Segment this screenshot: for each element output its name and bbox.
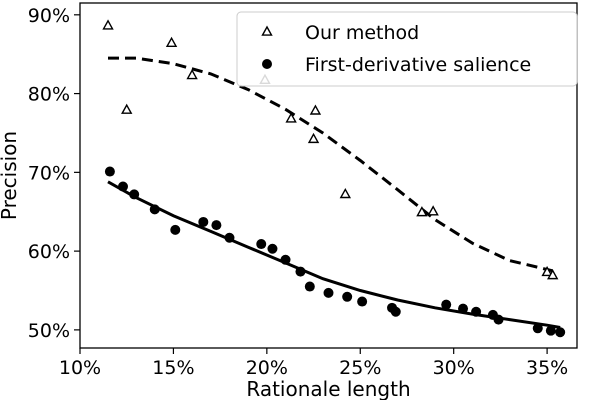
data-point-first-derivative [280, 254, 291, 265]
data-point-our-method [121, 103, 133, 114]
data-point-our-method [285, 112, 297, 123]
data-point-our-method [165, 36, 178, 47]
data-point-our-method [339, 187, 352, 199]
plot-area [102, 19, 566, 338]
x-tick-label: 35% [526, 357, 568, 379]
data-point-first-derivative [304, 281, 315, 292]
x-tick-label: 15% [152, 357, 194, 379]
data-point-first-derivative [545, 325, 556, 336]
data-point-our-method [102, 19, 114, 30]
data-point-our-method [307, 132, 320, 144]
data-point-first-derivative [493, 314, 504, 325]
data-point-our-method [416, 206, 428, 217]
data-point-first-derivative [104, 166, 115, 177]
data-point-first-derivative [149, 204, 160, 215]
axes: 10% 15% 20% 25% 30% 35% 50% 60% 70% 80% 90% [28, 2, 578, 379]
legend-marker-first-derivative [262, 59, 272, 69]
data-point-first-derivative [555, 327, 566, 338]
data-point-first-derivative [267, 243, 278, 254]
data-point-first-derivative [532, 323, 543, 334]
data-point-first-derivative [471, 306, 482, 317]
data-point-first-derivative [342, 291, 353, 302]
data-point-first-derivative [224, 232, 235, 243]
data-point-first-derivative [129, 189, 140, 200]
data-point-first-derivative [357, 296, 368, 307]
data-point-our-method [541, 265, 553, 277]
data-point-first-derivative [323, 287, 334, 298]
data-point-our-method [186, 69, 198, 80]
y-tick-label: 70% [28, 162, 70, 184]
y-tick-label: 60% [28, 241, 70, 263]
x-tick-label: 20% [246, 357, 288, 379]
data-point-first-derivative [170, 224, 181, 235]
data-point-first-derivative [211, 220, 222, 231]
trend-line-first-derivative [107, 180, 561, 329]
data-point-our-method [547, 269, 559, 280]
x-tick-label: 30% [433, 357, 475, 379]
data-point-our-method [427, 205, 439, 216]
data-point-first-derivative [198, 216, 209, 227]
legend-label: First-derivative salience [305, 54, 531, 76]
data-point-first-derivative [458, 303, 469, 314]
legend-label: Our method [305, 22, 419, 44]
data-point-our-method [309, 104, 322, 115]
x-tick-label: 25% [339, 357, 381, 379]
data-point-first-derivative [295, 266, 306, 277]
y-tick-label: 80% [28, 84, 70, 106]
x-tick-label: 10% [59, 357, 101, 379]
data-point-first-derivative [256, 239, 267, 250]
y-tick-label: 90% [28, 5, 70, 27]
data-point-first-derivative [441, 299, 452, 310]
y-axis-label: Precision [0, 131, 21, 220]
legend: Our method First-derivative salience [236, 11, 578, 87]
x-axis-label: Rationale length [246, 377, 410, 400]
data-point-first-derivative [390, 306, 401, 317]
data-point-first-derivative [117, 181, 128, 192]
trend-line-our-method [108, 56, 554, 273]
legend-box [236, 11, 578, 87]
legend-marker-our-method [261, 25, 273, 36]
axes-frame [79, 2, 578, 349]
y-tick-label: 50% [28, 320, 70, 342]
